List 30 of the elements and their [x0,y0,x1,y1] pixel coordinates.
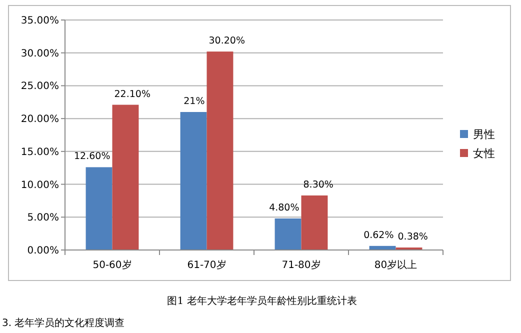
bar [180,112,207,250]
bar [86,167,112,250]
bar [112,104,139,250]
data-label: 0.38% [398,232,428,243]
y-tick-label: 25.00% [20,81,59,92]
data-label: 12.60% [74,151,110,162]
data-label: 0.62% [364,230,394,241]
y-tick-label: 0.00% [27,246,59,256]
legend-label: 男性 [473,128,495,141]
y-tick-label: 5.00% [27,212,59,224]
y-tick-label: 15.00% [20,146,59,158]
x-tick-label: 61-70岁 [187,259,226,271]
caption: 图1 老年大学老年学员年龄性别比重统计表 [167,295,357,307]
data-label: 22.10% [114,88,150,100]
bar [301,195,328,250]
y-tick-label: 10.00% [20,180,59,191]
legend-label: 女性 [473,147,495,160]
y-tick-label: 20.00% [20,114,59,126]
bar [274,218,302,250]
bar [206,52,234,250]
x-tick-label: 71-80岁 [282,259,321,271]
data-label: 4.80% [269,202,300,214]
y-tick-label: 35.00% [20,16,59,26]
data-label: 30.20% [208,36,245,47]
data-label: 8.30% [303,179,334,190]
x-tick-label: 80岁以上 [374,259,418,271]
data-label: 21% [184,96,205,107]
text: 3. 老年学员的文化程度调查 [2,317,125,329]
x-tick-label: 50-60岁 [92,259,132,271]
y-tick-label: 30.00% [20,48,59,60]
